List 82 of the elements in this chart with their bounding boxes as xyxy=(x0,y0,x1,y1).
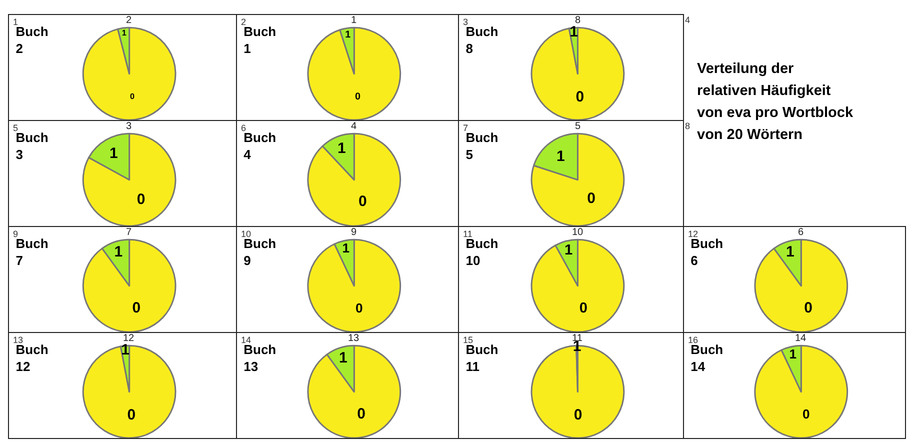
pie-slice xyxy=(530,238,625,332)
text: 10 xyxy=(572,227,584,238)
text: 4 xyxy=(351,121,357,132)
text: Buch 11 xyxy=(466,342,498,374)
text: 6 xyxy=(241,123,246,133)
text: Verteilung der relativen Häufigkeit von eva pro Wortblock von 20 Wörtern xyxy=(697,60,854,145)
text: 8 xyxy=(575,15,581,26)
text: 14 xyxy=(795,333,807,344)
pie-slice xyxy=(754,238,848,332)
pie-slice xyxy=(307,26,402,120)
slice-label: 1 xyxy=(351,15,357,26)
slice-label: 0 xyxy=(587,190,596,207)
slice-label: 1 xyxy=(342,240,350,256)
slice-label: 0 xyxy=(804,299,812,316)
pie-slice xyxy=(82,132,176,226)
text: Buch 5 xyxy=(466,130,498,162)
text: Buch 9 xyxy=(244,236,276,268)
slice-label: 1 xyxy=(338,140,346,157)
text: 14 xyxy=(241,335,252,345)
text: Buch 4 xyxy=(244,130,276,162)
pie-slice xyxy=(530,26,625,120)
text: 12 xyxy=(688,229,698,239)
pie-slice xyxy=(82,26,176,120)
slice-label: 0 xyxy=(354,92,361,103)
slice-label: 0 xyxy=(574,406,582,424)
text: 15 xyxy=(463,335,474,345)
text: 4 xyxy=(685,15,690,25)
pie-slice xyxy=(530,132,625,226)
text: 2 xyxy=(126,15,132,26)
slice-label: 1 xyxy=(556,148,565,165)
text: 7 xyxy=(463,123,468,133)
pie-slice xyxy=(82,344,176,438)
text: Buch 1 xyxy=(244,24,276,56)
slice-label: 0 xyxy=(136,191,146,208)
slice-label: 1 xyxy=(789,346,797,362)
slice-label: 0 xyxy=(358,192,367,210)
text: Buch 8 xyxy=(466,24,498,56)
text: Buch 7 xyxy=(16,236,48,268)
text: 10 xyxy=(241,229,252,239)
text: Buch 13 xyxy=(244,342,276,374)
slice-label: 1 xyxy=(786,244,794,261)
pie-slice xyxy=(307,238,402,332)
text: 13 xyxy=(13,335,24,345)
text: 9 xyxy=(13,229,18,239)
pie-slice xyxy=(82,238,176,332)
text: 11 xyxy=(463,229,472,239)
slice-label: 1 xyxy=(339,350,348,367)
pie-slice xyxy=(307,344,402,438)
slice-label: 0 xyxy=(356,300,363,316)
text: 2 xyxy=(241,17,246,27)
text: 1 xyxy=(13,17,18,27)
text: 5 xyxy=(13,123,18,133)
slice-label: 0 xyxy=(579,300,588,317)
text: 7 xyxy=(126,227,132,238)
text: 3 xyxy=(463,17,468,27)
text: 9 xyxy=(351,227,357,238)
slice-label: 1 xyxy=(114,244,123,261)
text: Buch 14 xyxy=(690,342,724,374)
text: Buch 2 xyxy=(16,24,48,56)
text: 12 xyxy=(123,333,135,344)
pie-slice xyxy=(754,344,848,438)
slice-label: 1 xyxy=(345,29,352,40)
slice-label: 0 xyxy=(132,299,141,316)
slice-label: 0 xyxy=(357,405,366,422)
text: Buch 10 xyxy=(466,236,498,268)
text: 16 xyxy=(688,335,698,345)
slice-label: 0 xyxy=(127,406,136,424)
slice-label: 0 xyxy=(576,88,584,106)
text: Buch 6 xyxy=(690,236,724,268)
slice-label: 0 xyxy=(802,406,810,422)
slice-label: 1 xyxy=(570,23,578,40)
text: 5 xyxy=(575,121,581,132)
text: 6 xyxy=(798,227,804,238)
slice-label: 1 xyxy=(564,242,573,258)
text: 13 xyxy=(348,333,360,344)
slice-label: 1 xyxy=(121,341,130,358)
text: Buch 12 xyxy=(16,342,48,374)
slice-label: 1 xyxy=(110,144,118,162)
text: 3 xyxy=(126,121,132,132)
text: 8 xyxy=(685,121,690,131)
pie-slice xyxy=(307,132,402,226)
text: Buch 3 xyxy=(16,130,48,162)
